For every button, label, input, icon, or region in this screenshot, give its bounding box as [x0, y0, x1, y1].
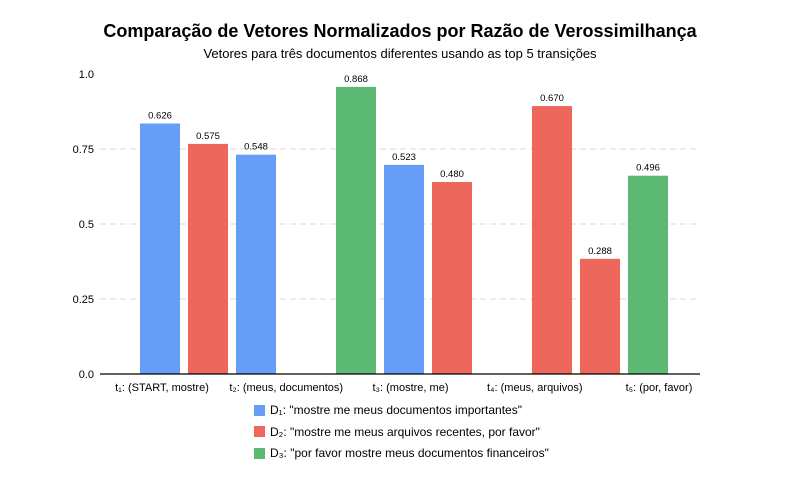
data-label: 0.548	[244, 142, 268, 153]
legend-swatch-d2	[254, 426, 265, 437]
data-label: 0.670	[540, 93, 564, 104]
x-tick-label: t₂: (meus, documentos)	[229, 382, 343, 394]
x-tick-label: t₁: (START, mostre)	[115, 382, 209, 394]
data-label: 0.496	[636, 163, 660, 174]
x-tick-label: t₄: (meus, arquivos)	[487, 382, 583, 394]
y-tick-label: 0.75	[73, 144, 94, 156]
chart-title: Comparação de Vetores Normalizados por R…	[103, 21, 697, 41]
y-tick-label: 0.25	[73, 294, 94, 306]
bar	[336, 86, 376, 375]
chart-subtitle: Vetores para três documentos diferentes …	[203, 46, 597, 61]
y-tick-label: 0.5	[79, 219, 94, 231]
legend-item-d3: D₃: "por favor mostre meus documentos fi…	[254, 446, 549, 460]
x-tick-label: t₅: (por, favor)	[626, 382, 693, 394]
data-label: 0.288	[588, 246, 612, 257]
data-label: 0.626	[148, 111, 172, 122]
data-label: 0.868	[344, 74, 368, 85]
legend-item-d1: D₁: "mostre me meus documentos important…	[254, 403, 549, 417]
y-tick-label: 1.0	[79, 69, 94, 81]
y-tick-label: 0.0	[79, 369, 94, 381]
legend-label-d1: D₁: "mostre me meus documentos important…	[270, 403, 522, 417]
legend-swatch-d3	[254, 447, 265, 459]
x-tick-label: t₃: (mostre, me)	[373, 382, 449, 394]
bar	[628, 175, 668, 374]
bar	[384, 164, 424, 374]
bar	[532, 106, 572, 374]
legend-label-d2: D₂: "mostre me meus arquivos recentes, p…	[270, 424, 540, 439]
bar	[236, 154, 276, 374]
legend-item-d2: D₂: "mostre me meus arquivos recentes, p…	[254, 425, 549, 439]
data-label: 0.523	[392, 152, 416, 163]
bar	[580, 258, 620, 374]
bar	[188, 143, 228, 374]
legend: D₁: "mostre me meus documentos important…	[254, 403, 549, 468]
bar	[140, 123, 180, 374]
legend-swatch-d1	[254, 404, 265, 416]
legend-label-d3: D₃: "por favor mostre meus documentos fi…	[270, 446, 549, 460]
data-label: 0.575	[196, 131, 220, 142]
bar	[432, 182, 472, 374]
data-label: 0.480	[440, 169, 464, 180]
